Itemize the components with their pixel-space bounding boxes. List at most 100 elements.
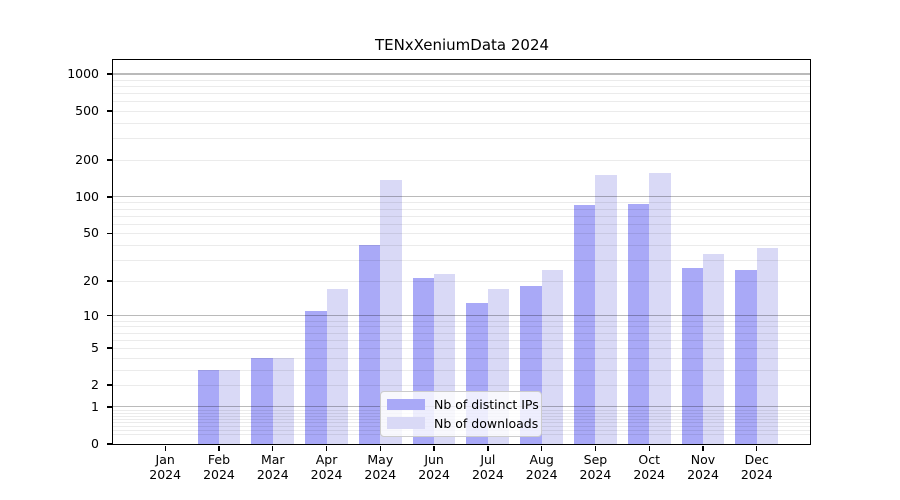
legend-item-distinct-ips: Nb of distinct IPs: [387, 397, 539, 412]
bars-layer: [113, 60, 810, 444]
x-tick-label: Nov 2024: [671, 452, 735, 482]
x-tick-mark: [164, 445, 166, 451]
grid-minor-line: [113, 326, 811, 328]
grid-minor-line: [113, 123, 811, 125]
x-tick-month: Jul: [480, 451, 496, 467]
bar-distinct-ips-nov: [681, 267, 703, 444]
grid-minor-line: [113, 138, 811, 140]
grid-minor-line: [113, 339, 811, 341]
grid-major-line: [113, 196, 811, 198]
grid-minor-line: [113, 369, 811, 371]
y-tick-mark: [107, 384, 113, 386]
x-tick-month: Apr: [315, 451, 338, 467]
y-tick-mark: [107, 110, 113, 112]
legend-item-downloads: Nb of downloads: [387, 415, 539, 431]
y-tick-label: 50: [83, 225, 99, 241]
grid-minor-line: [113, 93, 811, 95]
bar-distinct-ips-dec: [735, 269, 757, 444]
grid-minor-line: [113, 85, 811, 87]
y-tick-label: 0: [91, 436, 99, 451]
y-tick-mark: [107, 159, 113, 161]
x-tick-label: Dec 2024: [725, 452, 789, 482]
y-tick-label: 20: [83, 272, 99, 288]
grid-minor-line: [113, 348, 811, 350]
x-tick-year: 2024: [471, 466, 504, 482]
y-tick-mark: [107, 406, 113, 408]
x-tick-mark: [325, 445, 328, 451]
x-tick-label: Feb 2024: [187, 452, 251, 482]
x-tick-month: Jun: [424, 451, 444, 467]
x-tick-label: Apr 2024: [295, 452, 359, 482]
grid-minor-line: [113, 233, 811, 235]
grid-minor-line: [113, 245, 811, 247]
grid-major-line: [113, 314, 811, 317]
legend-label-distinct-ips: Nb of distinct IPs: [434, 397, 539, 412]
grid-minor-line: [113, 280, 811, 282]
bar-distinct-ips-mar: [251, 357, 273, 444]
bar-downloads-oct: [649, 172, 671, 444]
chart-title: TENxXeniumData 2024: [374, 36, 550, 54]
y-tick-label: 5: [91, 340, 99, 356]
x-tick-year: 2024: [687, 466, 719, 482]
x-tick-month: Oct: [638, 451, 661, 467]
y-tick-mark: [107, 196, 113, 198]
x-tick-month: Mar: [260, 451, 285, 467]
bar-distinct-ips-oct: [627, 204, 650, 444]
bar-downloads-sep: [595, 174, 617, 444]
x-tick-label: Jun 2024: [402, 452, 466, 482]
x-tick-year: 2024: [149, 466, 182, 482]
x-tick-mark: [433, 445, 435, 451]
x-tick-mark: [487, 445, 489, 451]
x-tick-label: Sep 2024: [563, 452, 627, 482]
y-tick-label: 200: [75, 152, 99, 168]
x-tick-mark: [648, 445, 650, 451]
bar-downloads-may: [380, 180, 402, 444]
x-tick-year: 2024: [579, 466, 612, 482]
grid-minor-line: [113, 320, 811, 322]
x-tick-label: Aug 2024: [510, 452, 574, 482]
y-tick-mark: [107, 314, 113, 317]
legend-swatch-distinct-ips: [387, 398, 425, 411]
x-tick-mark: [540, 445, 543, 451]
bar-downloads-nov: [703, 253, 725, 444]
y-tick-label: 100: [75, 188, 99, 204]
legend-label-downloads: Nb of downloads: [434, 415, 539, 431]
grid-minor-line: [113, 223, 811, 225]
y-tick-mark: [107, 443, 113, 445]
grid-minor-line: [113, 385, 811, 387]
x-tick-month: Nov: [690, 451, 716, 467]
x-tick-mark: [272, 445, 274, 451]
y-tick-label: 500: [75, 103, 99, 119]
x-tick-month: Feb: [207, 451, 231, 467]
x-tick-month: May: [367, 451, 394, 467]
x-tick-month: Jan: [155, 451, 175, 467]
bar-distinct-ips-apr: [305, 310, 327, 444]
bar-distinct-ips-sep: [574, 205, 596, 444]
x-tick-mark: [702, 445, 704, 451]
x-tick-year: 2024: [256, 466, 289, 482]
x-tick-year: 2024: [310, 466, 343, 482]
y-tick-mark: [107, 347, 113, 349]
grid-minor-line: [113, 111, 811, 113]
grid-minor-line: [113, 160, 811, 162]
grid-minor-line: [113, 260, 811, 262]
x-tick-year: 2024: [633, 466, 666, 482]
grid-minor-line: [113, 202, 811, 204]
x-tick-month: Aug: [529, 451, 554, 467]
y-tick-label: 10: [83, 307, 99, 323]
grid-minor-line: [113, 101, 811, 103]
bar-downloads-aug: [541, 269, 564, 444]
bar-downloads-feb: [218, 369, 241, 444]
x-tick-mark: [594, 445, 597, 451]
x-tick-mark: [756, 445, 758, 451]
bar-downloads-mar: [272, 357, 295, 444]
y-tick-mark: [107, 73, 113, 75]
legend: Nb of distinct IPs Nb of downloads: [380, 390, 542, 437]
x-tick-year: 2024: [203, 466, 235, 482]
grid-minor-line: [113, 208, 811, 210]
x-tick-label: Jul 2024: [456, 452, 520, 482]
x-tick-label: May 2024: [348, 452, 412, 482]
y-tick-mark: [107, 280, 113, 282]
bar-downloads-dec: [756, 247, 779, 444]
